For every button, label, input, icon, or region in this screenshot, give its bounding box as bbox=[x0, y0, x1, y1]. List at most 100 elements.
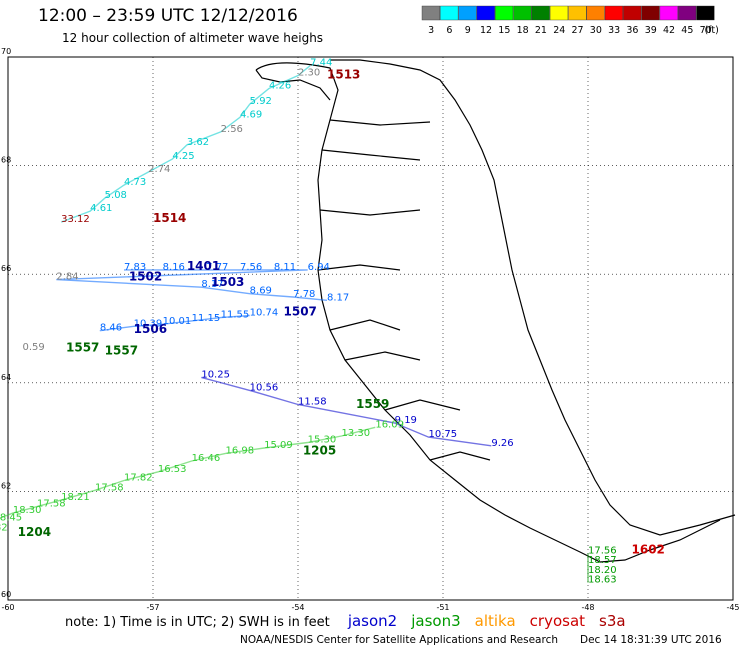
lat-tick-70: 70 bbox=[1, 47, 11, 56]
scale-swatch-18 bbox=[513, 5, 532, 21]
note-text: note: 1) Time is in UTC; 2) SWH is in fe… bbox=[65, 615, 330, 630]
pass-label: 1401 bbox=[187, 259, 220, 273]
scale-label-42: 42 bbox=[663, 25, 675, 36]
lon-tick--45: -45 bbox=[726, 603, 739, 612]
scale-label-45: 45 bbox=[681, 25, 693, 36]
scale-swatch-70 bbox=[696, 5, 715, 21]
pass-label: 1205 bbox=[303, 443, 336, 457]
swh-value: 8.46 bbox=[100, 323, 122, 334]
coastline bbox=[255, 59, 736, 563]
pass-label: 1507 bbox=[284, 304, 317, 318]
swh-value: 16.53 bbox=[158, 464, 187, 475]
swh-value: 15.09 bbox=[264, 440, 293, 451]
coastline-main bbox=[255, 62, 721, 563]
color-scale: 3 6 9 12 15 18 21 24 27 30 33 36 39 42 45 70 (ft) bbox=[420, 4, 735, 40]
axis-labels: 70 68 66 64 62 60 -60 -57 -54 -51 -48 -45 bbox=[1, 47, 740, 612]
swh-value: 11.55 bbox=[221, 310, 250, 321]
pass-label: 1559 bbox=[356, 397, 389, 411]
swh-value: 18.63 bbox=[588, 575, 617, 586]
scale-label-15: 15 bbox=[498, 25, 510, 36]
lon-tick--48: -48 bbox=[581, 603, 594, 612]
swh-value: 4.26 bbox=[269, 80, 291, 91]
swh-value: 17.58 bbox=[95, 482, 124, 493]
swh-value: 18.20 bbox=[588, 565, 617, 576]
note-line: note: 1) Time is in UTC; 2) SWH is in fe… bbox=[65, 612, 638, 630]
lat-tick-60: 60 bbox=[1, 590, 11, 599]
swh-value: 8.11 bbox=[274, 262, 296, 273]
pass-label: 1502 bbox=[129, 270, 162, 284]
swh-value: 5.92 bbox=[250, 96, 272, 107]
track-cyan-1513: 7.442.30 4.26 5.92 4.69 2.56 3.62 4.252.744.73… bbox=[60, 58, 360, 225]
swh-value: 16.09 bbox=[375, 419, 404, 430]
swh-value: 9.26 bbox=[491, 438, 513, 449]
swh-value: 7.77 bbox=[206, 262, 228, 273]
scale-swatch-36 bbox=[623, 5, 642, 21]
pass-label: 1506 bbox=[134, 322, 167, 336]
pass-label: 1514 bbox=[153, 211, 186, 225]
satellite-jason3: jason3 bbox=[411, 612, 461, 630]
swh-value: 8.16 bbox=[163, 262, 185, 273]
pass-label: 1204 bbox=[18, 525, 51, 539]
track-blue-1502: 7.83 8.16 7.77 7.56 8.11 6.94 2.84 8.17 8.69 7.78… bbox=[56, 259, 349, 303]
lon-tick--60: -60 bbox=[1, 603, 14, 612]
scale-swatch-42 bbox=[659, 5, 678, 21]
scale-swatch-45 bbox=[678, 5, 697, 21]
scale-swatch-6 bbox=[440, 5, 459, 21]
scale-swatch-30 bbox=[586, 5, 605, 21]
scale-label-70: 70 bbox=[700, 25, 712, 36]
scale-label-9: 9 bbox=[465, 25, 471, 36]
scale-label-33: 33 bbox=[608, 25, 620, 36]
swh-value: 7.44 bbox=[310, 58, 332, 69]
chart-title: 12:00 – 23:59 UTC 12/12/2016 bbox=[38, 6, 298, 26]
scale-swatch-33 bbox=[604, 5, 623, 21]
track-line-cyan-1513 bbox=[60, 65, 311, 223]
scale-label-18: 18 bbox=[517, 25, 529, 36]
swh-value: 11.15 bbox=[192, 313, 221, 324]
satellite-cryosat: cryosat bbox=[529, 612, 586, 630]
satellite-legend: jason2 jason3 altika cryosat s3a bbox=[340, 612, 632, 630]
swh-value: 11.58 bbox=[298, 397, 327, 408]
pass-label: 1503 bbox=[211, 275, 244, 289]
fjord-lines bbox=[317, 119, 491, 461]
scale-swatch-12 bbox=[476, 5, 495, 21]
swh-value: 13.30 bbox=[342, 428, 371, 439]
swh-value: 7.83 bbox=[124, 262, 146, 273]
scale-swatch-21 bbox=[531, 5, 550, 21]
pass-label: 1557 bbox=[66, 340, 99, 354]
swh-value: 6.94 bbox=[308, 262, 330, 273]
swh-value: 4.73 bbox=[124, 177, 146, 188]
swh-value: 18.57 bbox=[588, 555, 617, 566]
scale-label-3: 3 bbox=[428, 25, 434, 36]
swh-value: 18.21 bbox=[61, 492, 90, 503]
swh-value: 17.82 bbox=[124, 473, 153, 484]
swh-value: 8.69 bbox=[250, 286, 272, 297]
swh-value: 2.56 bbox=[221, 124, 243, 135]
scale-unit: (ft) bbox=[704, 25, 718, 36]
track-blue-1506: 8.46 10.39 10.01 11.15 11.55 10.74 1506 1507 bbox=[99, 304, 317, 336]
swh-value: 15.30 bbox=[308, 435, 337, 446]
pass-label: 1513 bbox=[327, 68, 360, 82]
lat-tick-62: 62 bbox=[1, 481, 11, 490]
footer-timestamp: Dec 14 18:31:39 UTC 2016 bbox=[580, 634, 722, 646]
scale-label-24: 24 bbox=[553, 25, 565, 36]
graticule bbox=[7, 56, 734, 601]
scale-label-6: 6 bbox=[446, 25, 452, 36]
swh-value: 10.74 bbox=[250, 307, 279, 318]
swh-value: 4.61 bbox=[90, 203, 112, 214]
scale-label-39: 39 bbox=[645, 25, 657, 36]
scale-swatch-3 bbox=[421, 5, 440, 21]
swh-value: 10.25 bbox=[201, 369, 230, 380]
scale-label-27: 27 bbox=[572, 25, 584, 36]
swh-value: 5.08 bbox=[105, 190, 127, 201]
scale-swatch-9 bbox=[458, 5, 477, 21]
swh-value: 4.25 bbox=[172, 151, 194, 162]
track-line-blue-1506 bbox=[99, 314, 250, 332]
track-line-blue-1559 bbox=[201, 376, 492, 447]
altimeter-tracks: 7.442.30 4.26 5.92 4.69 2.56 3.62 4.252.744.73… bbox=[0, 58, 665, 586]
lon-tick--54: -54 bbox=[291, 603, 304, 612]
lon-tick--57: -57 bbox=[146, 603, 159, 612]
scale-swatch-27 bbox=[568, 5, 587, 21]
scale-label-30: 30 bbox=[590, 25, 602, 36]
map-frame bbox=[7, 56, 734, 601]
